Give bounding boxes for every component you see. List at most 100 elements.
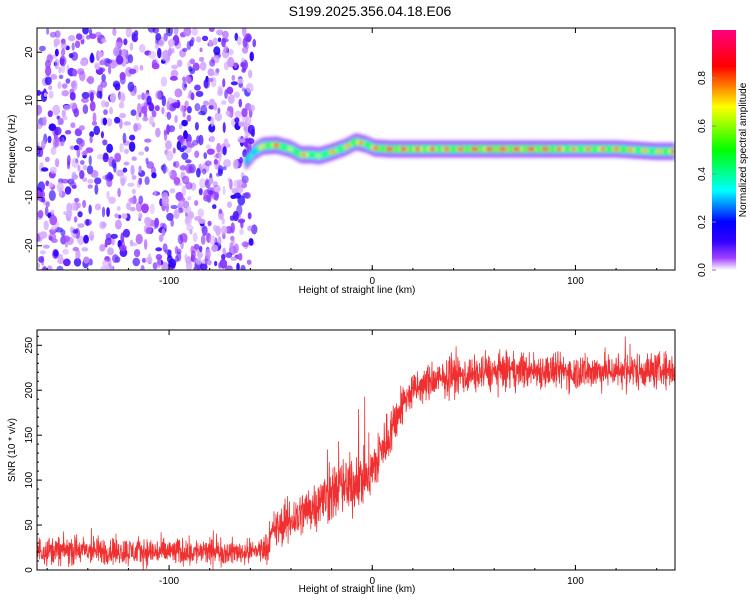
noise-blob xyxy=(227,94,235,104)
noise-blob xyxy=(102,259,109,268)
noise-blob xyxy=(72,229,79,234)
noise-blob xyxy=(89,135,93,144)
noise-blob xyxy=(117,214,122,219)
noise-blob xyxy=(37,181,46,192)
noise-blob xyxy=(43,220,49,231)
noise-blob xyxy=(48,90,54,99)
noise-blob xyxy=(61,115,68,121)
noise-blob xyxy=(181,119,188,127)
noise-blob xyxy=(81,247,89,252)
noise-blob xyxy=(138,151,145,156)
noise-blob xyxy=(195,90,204,97)
noise-blob xyxy=(88,28,93,35)
noise-blob xyxy=(234,32,239,41)
noise-blob xyxy=(113,47,119,57)
noise-blob xyxy=(140,105,148,114)
noise-blob xyxy=(248,238,254,246)
noise-blob xyxy=(106,143,114,154)
noise-blob xyxy=(50,73,58,80)
noise-blob xyxy=(199,61,207,71)
snr-series-line xyxy=(37,336,675,570)
noise-blob xyxy=(102,117,108,126)
noise-blob xyxy=(213,186,221,193)
noise-blob xyxy=(203,100,209,107)
noise-blob xyxy=(174,88,183,98)
noise-blob xyxy=(52,104,61,116)
noise-blob xyxy=(247,69,253,79)
noise-blob xyxy=(42,265,47,270)
ridge-core xyxy=(246,156,251,161)
noise-blob xyxy=(198,218,206,224)
noise-blob xyxy=(37,123,43,130)
noise-blob xyxy=(121,213,128,219)
noise-blob xyxy=(207,187,215,195)
noise-blob xyxy=(66,209,73,218)
noise-blob xyxy=(98,67,106,73)
noise-blob xyxy=(123,161,130,166)
noise-blob xyxy=(74,40,81,49)
noise-blob xyxy=(136,102,142,114)
noise-blob xyxy=(226,143,231,148)
noise-blob xyxy=(239,228,244,236)
noise-blob xyxy=(220,225,228,235)
noise-blob xyxy=(100,265,109,270)
noise-blob xyxy=(73,257,82,267)
noise-blob xyxy=(141,203,149,214)
noise-blob xyxy=(194,150,200,159)
noise-blob xyxy=(101,73,106,83)
noise-blob xyxy=(111,237,115,246)
noise-blob xyxy=(149,103,155,112)
noise-blob xyxy=(37,145,41,156)
noise-blob xyxy=(71,174,79,180)
noise-blob xyxy=(181,152,189,160)
noise-blob xyxy=(83,256,90,264)
noise-blob xyxy=(108,173,114,181)
noise-blob xyxy=(126,202,132,210)
noise-blob xyxy=(252,39,257,48)
noise-blob xyxy=(208,177,213,186)
noise-blob xyxy=(82,164,88,171)
ridge-core xyxy=(249,153,254,158)
noise-blob xyxy=(37,141,41,147)
noise-blob xyxy=(205,144,211,149)
noise-blob xyxy=(138,212,143,220)
noise-blob xyxy=(194,122,199,131)
noise-blob xyxy=(48,85,53,91)
noise-blob xyxy=(45,65,52,77)
noise-blob xyxy=(145,227,152,234)
noise-blob xyxy=(231,74,236,81)
noise-blob xyxy=(216,172,220,177)
noise-blob xyxy=(44,206,49,217)
noise-blob xyxy=(112,28,117,37)
noise-blob xyxy=(115,55,124,65)
snr-panel: -100 0 100 0 50 100 150 200 250 Height of straig… xyxy=(7,329,676,595)
noise-blob xyxy=(174,255,179,263)
noise-blob xyxy=(173,160,180,169)
noise-blob xyxy=(215,225,221,236)
noise-blob xyxy=(189,58,196,65)
noise-blob xyxy=(251,224,258,235)
noise-blob xyxy=(131,174,137,180)
noise-blob xyxy=(212,204,217,210)
noise-blob xyxy=(179,200,184,206)
noise-blob xyxy=(88,230,95,241)
noise-blob xyxy=(137,94,142,100)
noise-blob xyxy=(106,190,110,200)
noise-blob xyxy=(141,92,146,101)
noise-blob xyxy=(105,174,109,182)
noise-blob xyxy=(89,101,96,112)
noise-blob xyxy=(144,176,150,185)
noise-blob xyxy=(151,110,157,118)
top-y-tick-label: 20 xyxy=(24,46,35,58)
noise-blob xyxy=(151,62,160,70)
noise-blob xyxy=(127,81,135,92)
noise-blob xyxy=(110,233,118,239)
noise-blob xyxy=(220,253,226,261)
bottom-y-tick-label: 250 xyxy=(24,337,35,354)
noise-blob xyxy=(200,234,206,245)
noise-blob xyxy=(186,206,192,213)
noise-blob xyxy=(53,38,61,46)
noise-blob xyxy=(191,28,199,36)
